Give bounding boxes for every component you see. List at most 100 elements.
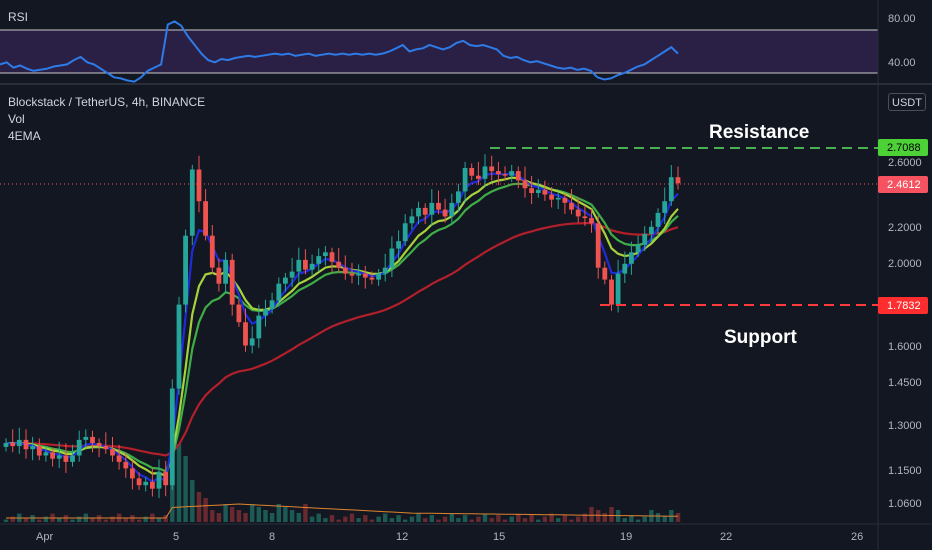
price-axis-label: 1.0600 [888, 498, 922, 510]
volume-bar [556, 518, 561, 522]
candle-body [615, 273, 621, 305]
volume-bar [276, 504, 281, 522]
time-axis-label: 26 [851, 531, 863, 543]
volume-ma-line [6, 503, 679, 519]
candle-body [349, 273, 355, 276]
volume-bar [469, 519, 474, 522]
volume-bar [303, 504, 308, 522]
currency-button[interactable]: USDT [888, 93, 926, 111]
volume-bar [263, 510, 268, 522]
volume-bar [522, 518, 528, 522]
volume-bar [622, 518, 627, 522]
volume-bar [383, 513, 388, 522]
candle-body [609, 279, 614, 305]
candle-body [130, 468, 135, 479]
candle-body [336, 261, 342, 268]
volume-bar [482, 513, 488, 522]
volume-bar [236, 510, 242, 522]
time-axis-label: Apr [36, 531, 53, 543]
candle-body [76, 439, 82, 456]
volume-bar [582, 513, 588, 522]
candle-body [36, 446, 42, 456]
volume-bar [489, 518, 494, 522]
volume-bar [103, 519, 108, 522]
rsi-label[interactable]: RSI [8, 10, 29, 24]
current-price-tag: 2.4612 [878, 176, 928, 193]
candle-body [16, 439, 22, 447]
candle-body [303, 259, 308, 270]
candle-body [110, 449, 115, 456]
volume-bar [37, 519, 42, 522]
volume-bar [110, 516, 115, 522]
volume-bar [256, 507, 261, 522]
volume-bar [576, 516, 581, 522]
ema-indicator-label[interactable]: 4EMA [8, 129, 41, 143]
candle-body [429, 202, 435, 215]
candle-body [10, 443, 16, 447]
candle-body [203, 201, 208, 236]
volume-bar [170, 468, 175, 522]
candle-body [549, 194, 554, 200]
candle-body [143, 481, 149, 486]
volume-bar [516, 513, 521, 522]
volume-bar [123, 518, 128, 522]
time-axis-label: 19 [620, 531, 632, 543]
candle-body [43, 452, 49, 456]
rsi-axis-label-40: 40.00 [888, 57, 916, 69]
candle-body [416, 207, 421, 217]
candle-body [196, 169, 202, 202]
volume-bar [10, 516, 15, 522]
candle-body [535, 189, 541, 193]
ema-fast-line [5, 171, 679, 484]
candle-body [602, 267, 608, 280]
candle-body [283, 277, 288, 284]
time-axis-label: 12 [396, 531, 408, 543]
candle-body [276, 283, 282, 301]
candle-body [269, 300, 275, 309]
candle-body [489, 166, 495, 172]
volume-bar [136, 519, 142, 522]
candle-body [449, 202, 455, 217]
candle-body [562, 197, 568, 203]
candle-body [382, 267, 388, 274]
volume-bar [63, 515, 69, 522]
candle-body [83, 436, 89, 440]
volume-bar [163, 515, 168, 522]
svg-text:2.4612: 2.4612 [887, 179, 921, 191]
candle-body [369, 277, 375, 280]
volume-bar [216, 513, 222, 522]
candle-body [542, 189, 548, 195]
candle-body [582, 216, 588, 219]
volume-bar [409, 516, 415, 522]
candle-body [649, 226, 654, 234]
candle-body [189, 169, 195, 236]
candle-body [668, 177, 674, 202]
candle-body [362, 273, 368, 278]
volume-bar [562, 515, 568, 522]
candle-body [569, 202, 574, 210]
candle-body [496, 171, 501, 175]
symbol-title[interactable]: Blockstack / TetherUS, 4h, BINANCE [8, 95, 206, 109]
candle-body [635, 244, 641, 253]
volume-bar [376, 516, 381, 522]
candle-body [329, 252, 335, 262]
volume-bar [642, 516, 647, 522]
volume-bar [3, 519, 9, 522]
candle-body [90, 436, 95, 443]
candle-body [402, 223, 408, 242]
candle-body [56, 455, 62, 459]
volume-bar [509, 516, 514, 522]
volume-bar [596, 510, 601, 522]
resistance-price-tag: 2.7088 [878, 139, 928, 156]
volume-bar [250, 504, 255, 522]
volume-bar [602, 513, 607, 522]
candle-body [156, 471, 162, 489]
candle-body [509, 171, 515, 176]
ema-lines [5, 171, 679, 484]
candle-body [589, 218, 594, 224]
volume-bar [289, 510, 295, 522]
volume-indicator-label[interactable]: Vol [8, 112, 25, 126]
candle-body [229, 259, 235, 305]
rsi-panel [0, 20, 878, 83]
